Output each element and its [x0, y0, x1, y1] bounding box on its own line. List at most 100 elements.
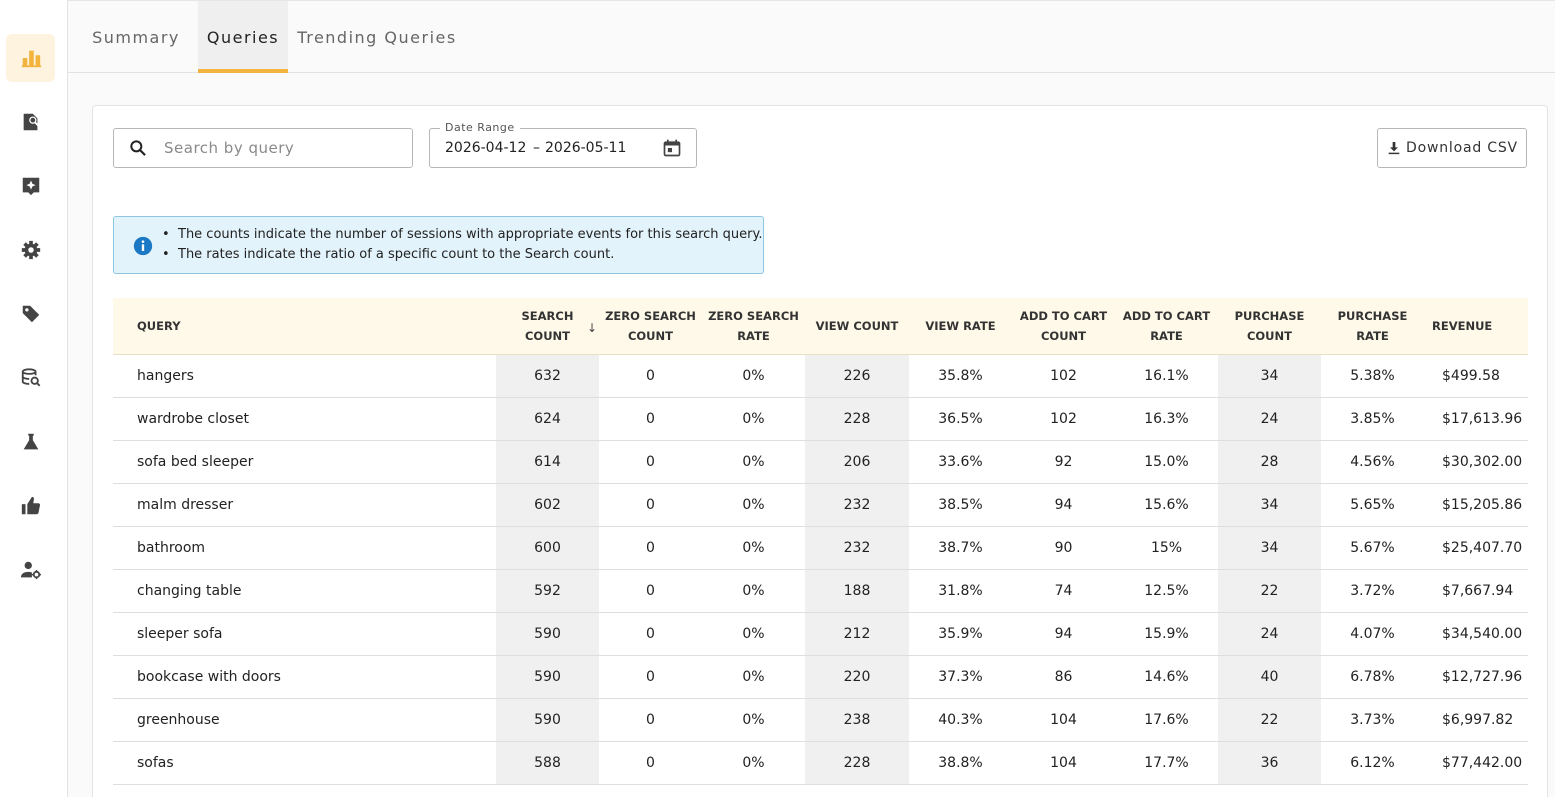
sidebar-item-user-settings[interactable]: [6, 546, 55, 594]
column-header-label: VIEW RATE: [925, 316, 995, 336]
table-body: hangers 632 0 0% 226 35.8% 102 16.1% 34 5.38% $499…: [113, 355, 1528, 785]
table-row[interactable]: hangers 632 0 0% 226 35.8% 102 16.1% 34 5.38% $499…: [113, 355, 1528, 398]
column-header-zero-search-count[interactable]: ZERO SEARCH COUNT: [599, 298, 702, 354]
sidebar-item-search-docs[interactable]: [6, 98, 55, 146]
column-header-query[interactable]: QUERY: [113, 298, 496, 354]
column-header-add-to-cart-rate[interactable]: ADD TO CART RATE: [1115, 298, 1218, 354]
cell-search-count: 590: [496, 699, 599, 741]
cell-search-count: 624: [496, 398, 599, 440]
database-search-icon: [21, 368, 40, 387]
gear-icon: [21, 240, 40, 260]
cell-add-to-cart-count: 94: [1054, 626, 1073, 642]
table-row[interactable]: bookcase with doors 590 0 0% 220 37.3% 86 14.6%…: [113, 656, 1528, 699]
download-csv-button[interactable]: Download CSV: [1377, 128, 1527, 168]
sidebar-item-analytics[interactable]: [6, 34, 55, 82]
cell-search-count: 602: [496, 484, 599, 526]
table-row[interactable]: sofa bed sleeper 614 0 0% 206 33.6% 92 15.0% 28 4…: [113, 441, 1528, 484]
cell-revenue: $6,997.82: [1442, 712, 1514, 728]
queries-panel: Date Range 2026-04-12 – 2026-05-11 Downl…: [92, 105, 1548, 797]
cell-query: changing table: [137, 583, 242, 599]
date-range-end[interactable]: 2026-05-11: [545, 140, 627, 156]
sidebar-item-settings[interactable]: [6, 226, 55, 274]
thumbs-up-icon: [21, 496, 40, 515]
cell-add-to-cart-rate: 17.6%: [1144, 712, 1189, 728]
cell-view-count: 228: [805, 398, 909, 440]
calendar-icon[interactable]: [662, 138, 682, 158]
table-row[interactable]: sofas 588 0 0% 228 38.8% 104 17.7% 36 6.12% $77,44…: [113, 742, 1528, 785]
sidebar-item-ai[interactable]: [6, 162, 55, 210]
date-range-start[interactable]: 2026-04-12: [445, 140, 527, 156]
table-row[interactable]: malm dresser 602 0 0% 232 38.5% 94 15.6% 34 5.65%…: [113, 484, 1528, 527]
column-header-revenue[interactable]: REVENUE: [1424, 298, 1528, 354]
tab-queries[interactable]: Queries: [198, 1, 288, 73]
column-header-view-count[interactable]: VIEW COUNT: [805, 298, 909, 354]
table-row[interactable]: sleeper sofa 590 0 0% 212 35.9% 94 15.9% 24 4.07%…: [113, 613, 1528, 656]
column-header-text: COUNT: [627, 329, 673, 343]
search-input[interactable]: [164, 139, 394, 157]
tab-trending-queries[interactable]: Trending Queries: [297, 27, 457, 47]
sidebar-item-tags[interactable]: [6, 290, 55, 338]
sidebar-item-experiments[interactable]: [6, 418, 55, 466]
table-row[interactable]: wardrobe closet 624 0 0% 228 36.5% 102 16.3% 24 3…: [113, 398, 1528, 441]
cell-purchase-rate: 3.72%: [1350, 583, 1395, 599]
table-row[interactable]: bathroom 600 0 0% 232 38.7% 90 15% 34 5.67% $25,40…: [113, 527, 1528, 570]
cell-view-count: 238: [805, 699, 909, 741]
cell-revenue: $77,442.00: [1442, 755, 1523, 771]
table-header: QUERY SEARCH COUNT ↓ ZERO SEARCH COUNT ZERO SE…: [113, 298, 1528, 355]
column-header-label: QUERY: [137, 316, 181, 336]
sort-desc-icon[interactable]: ↓: [586, 321, 597, 335]
cell-zero-search-count: 0: [646, 712, 655, 728]
sidebar-item-feedback[interactable]: [6, 482, 55, 530]
column-header-text: ADD TO CART: [1122, 309, 1211, 323]
cell-zero-search-rate: 0%: [742, 368, 765, 384]
cell-purchase-rate: 3.73%: [1350, 712, 1395, 728]
column-header-text: RATE: [1356, 329, 1389, 343]
cell-add-to-cart-rate: 15.0%: [1144, 454, 1189, 470]
cell-query: greenhouse: [137, 712, 220, 728]
sidebar-item-data-search[interactable]: [6, 354, 55, 402]
cell-zero-search-count: 0: [646, 669, 655, 685]
cell-view-count: 232: [805, 527, 909, 569]
table-row[interactable]: changing table 592 0 0% 188 31.8% 74 12.5% 22 3.7…: [113, 570, 1528, 613]
cell-view-rate: 35.8%: [938, 368, 983, 384]
cell-view-rate: 37.3%: [938, 669, 983, 685]
cell-query: sofa bed sleeper: [137, 454, 254, 470]
column-header-label: ADD TO CART COUNT: [1020, 306, 1107, 346]
tab-summary[interactable]: Summary: [92, 27, 180, 47]
column-header-add-to-cart-count[interactable]: ADD TO CART COUNT: [1012, 298, 1115, 354]
cell-add-to-cart-rate: 12.5%: [1144, 583, 1189, 599]
column-header-purchase-count[interactable]: PURCHASE COUNT: [1218, 298, 1321, 354]
column-header-purchase-rate[interactable]: PURCHASE RATE: [1321, 298, 1424, 354]
cell-zero-search-count: 0: [646, 540, 655, 556]
column-header-zero-search-rate[interactable]: ZERO SEARCH RATE: [702, 298, 805, 354]
cell-zero-search-rate: 0%: [742, 669, 765, 685]
cell-purchase-count: 34: [1218, 355, 1321, 397]
cell-purchase-count: 22: [1218, 570, 1321, 612]
cell-purchase-rate: 5.65%: [1350, 497, 1395, 513]
cell-purchase-rate: 4.56%: [1350, 454, 1395, 470]
cell-query: hangers: [137, 368, 194, 384]
table-row[interactable]: greenhouse 590 0 0% 238 40.3% 104 17.6% 22 3.73% $…: [113, 699, 1528, 742]
column-header-text: ZERO SEARCH: [605, 309, 696, 323]
cell-view-rate: 38.8%: [938, 755, 983, 771]
cell-zero-search-rate: 0%: [742, 755, 765, 771]
cell-add-to-cart-rate: 14.6%: [1144, 669, 1189, 685]
cell-zero-search-count: 0: [646, 755, 655, 771]
cell-add-to-cart-count: 104: [1050, 712, 1077, 728]
date-range-picker[interactable]: Date Range 2026-04-12 – 2026-05-11: [429, 121, 697, 168]
cell-query: wardrobe closet: [137, 411, 249, 427]
cell-zero-search-count: 0: [646, 497, 655, 513]
column-header-search-count[interactable]: SEARCH COUNT ↓: [496, 298, 599, 354]
cell-add-to-cart-rate: 16.1%: [1144, 368, 1189, 384]
cell-purchase-count: 34: [1218, 484, 1321, 526]
tag-icon: [22, 305, 39, 323]
cell-add-to-cart-rate: 15.9%: [1144, 626, 1189, 642]
date-range-separator: –: [533, 140, 540, 156]
column-header-label: PURCHASE RATE: [1338, 306, 1408, 346]
cell-purchase-count: 24: [1218, 613, 1321, 655]
flask-icon: [23, 433, 38, 450]
cell-view-count: 226: [805, 355, 909, 397]
cell-view-count: 212: [805, 613, 909, 655]
column-header-view-rate[interactable]: VIEW RATE: [909, 298, 1012, 354]
cell-add-to-cart-count: 94: [1054, 497, 1073, 513]
